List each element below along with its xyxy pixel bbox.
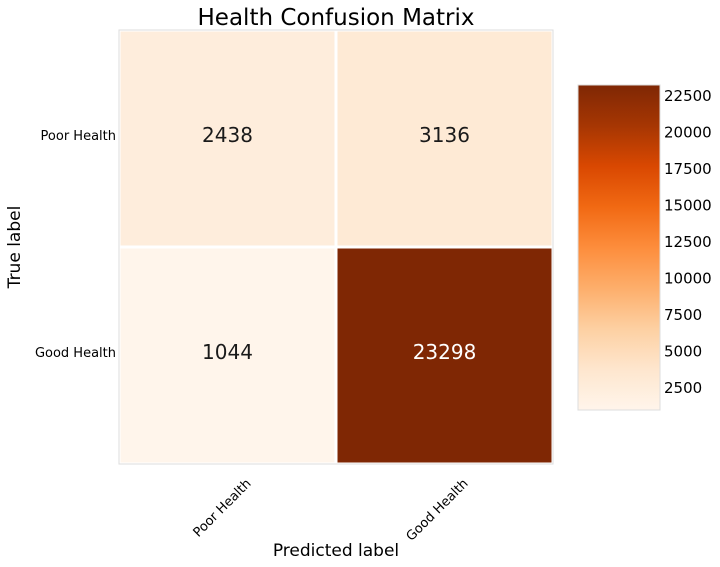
x-axis-label: Predicted label — [273, 541, 399, 561]
colorbar — [577, 84, 661, 411]
colorbar-tick-label: 20000 — [664, 124, 712, 142]
x-tick-label: Good Health — [404, 476, 472, 544]
y-tick-label: Good Health — [35, 346, 116, 361]
colorbar-tick-label: 10000 — [664, 270, 712, 288]
cell-value-label: 23298 — [413, 340, 477, 364]
colorbar-tick-label: 5000 — [664, 343, 702, 361]
x-tick-label: Poor Health — [191, 476, 255, 540]
cell-value-label: 3136 — [419, 123, 470, 147]
colorbar-tick-label: 12500 — [664, 233, 712, 251]
colorbar-tick-label: 22500 — [664, 87, 712, 105]
colorbar-tick-label: 7500 — [664, 306, 702, 324]
heatmap-cell — [117, 28, 338, 249]
y-tick-label: Poor Health — [41, 129, 116, 144]
heatmap-cell — [334, 245, 555, 466]
colorbar-tick-label: 2500 — [664, 379, 702, 397]
cell-value-label: 2438 — [202, 123, 253, 147]
heatmap-cell — [334, 28, 555, 249]
y-axis-label: True label — [5, 206, 25, 290]
chart-title: Health Confusion Matrix — [198, 5, 475, 31]
heatmap-cell — [117, 245, 338, 466]
cell-value-label: 1044 — [202, 340, 253, 364]
colorbar-tick-label: 17500 — [664, 160, 712, 178]
colorbar-tick-label: 15000 — [664, 197, 712, 215]
plot-frame — [118, 29, 554, 465]
